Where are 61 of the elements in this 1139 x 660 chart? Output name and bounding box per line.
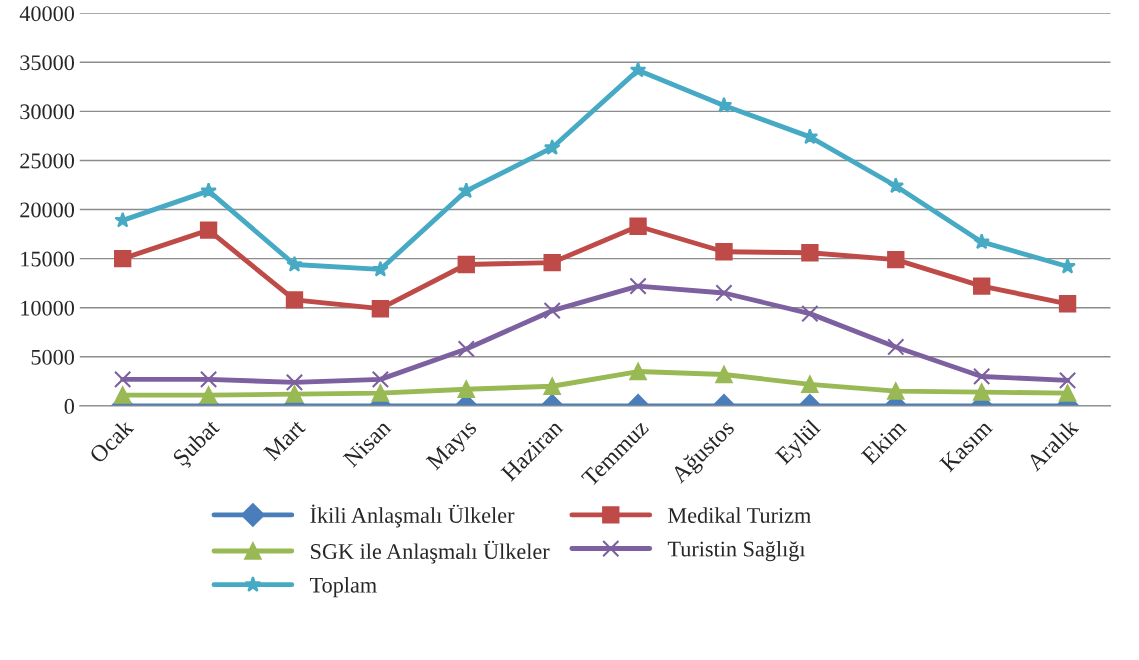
y-tick-label: 40000 (19, 6, 75, 22)
point (801, 375, 819, 393)
point (715, 365, 733, 384)
point (543, 377, 561, 395)
point (199, 386, 218, 404)
point (200, 182, 217, 199)
y-tick-label: 20000 (20, 202, 75, 218)
legend-label: SGK ile Anlaşmalı Ülkeler (311, 540, 550, 564)
point (1058, 371, 1077, 390)
point (285, 385, 304, 403)
y-tick-label: 10000 (21, 300, 75, 316)
y-tick-label: 15000 (21, 251, 75, 267)
legend-label: Medikal Turizm (668, 507, 811, 523)
y-tick-label: 30000 (20, 104, 75, 120)
point (371, 384, 390, 402)
point (543, 301, 561, 320)
point (973, 383, 991, 401)
point (114, 386, 132, 404)
point (1058, 384, 1077, 402)
point (372, 260, 389, 277)
point (114, 249, 132, 268)
y-tick-label: 0 (64, 398, 75, 414)
point (457, 340, 475, 358)
point (543, 253, 561, 272)
point (1058, 295, 1077, 313)
point (887, 382, 905, 400)
point (629, 217, 647, 235)
point (199, 221, 218, 239)
point (887, 177, 905, 194)
legend-label: Toplam (309, 577, 377, 598)
y-tick-label: 35000 (20, 55, 75, 71)
point (715, 243, 733, 261)
point (457, 255, 475, 274)
point (801, 244, 819, 262)
y-tick-label: 5000 (31, 349, 75, 365)
point (629, 61, 647, 78)
point (371, 370, 390, 389)
y-tick-label: 25000 (20, 153, 75, 169)
point (543, 139, 561, 155)
point (457, 182, 475, 199)
point (199, 370, 218, 389)
point (114, 370, 132, 389)
point (286, 255, 303, 272)
legend-label: İkili Anlaşmalı Ülkeler (310, 504, 515, 528)
x-tick-label: Ocak (88, 417, 135, 464)
point (973, 277, 991, 295)
x-tick-label: Mart (263, 418, 307, 462)
point (973, 233, 990, 250)
point (629, 277, 647, 295)
point (629, 362, 647, 381)
point (371, 300, 390, 318)
point (801, 304, 819, 323)
point (285, 373, 304, 392)
point (457, 380, 475, 398)
point (887, 250, 905, 269)
point (973, 367, 991, 386)
point (285, 291, 304, 309)
point (887, 338, 905, 356)
legend-label: Turistin Sağlığı (667, 540, 806, 562)
point (715, 284, 733, 302)
point (715, 96, 733, 113)
